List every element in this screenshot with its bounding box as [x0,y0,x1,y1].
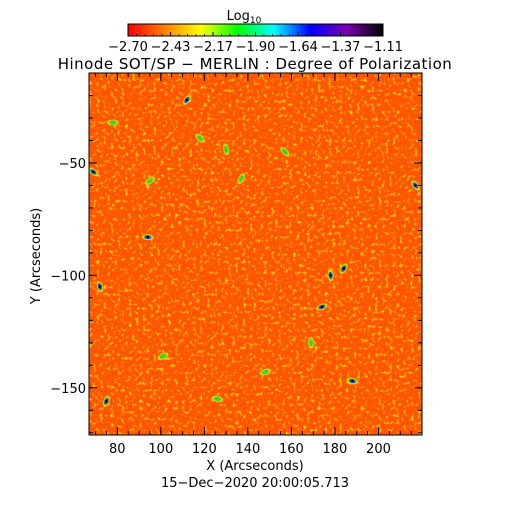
highlight-region [259,368,272,376]
y-axis-ticks: −50 −100 −150 [50,72,422,434]
y-tick-label: −50 [59,157,86,172]
colorbar-tick-label: −2.70 [108,40,148,55]
colorbar-ticks [127,32,384,36]
x-tick-label: 100 [148,442,173,457]
x-axis-ticks: 80 100 120 140 160 180 200 [95,73,423,457]
x-tick-label: 200 [366,442,391,457]
timestamp: 15−Dec−2020 20:00:05.713 [161,476,349,491]
colorbar-tick-labels: −2.70 −2.43 −2.17 −1.90 −1.64 −1.37 −1.11 [108,40,403,55]
heatmap-texture-red [89,73,422,435]
colorbar-label: Log10 [227,9,262,26]
highlight-region [411,180,420,191]
highlight-region [280,146,290,157]
highlight-region [211,395,224,403]
highlight-region [182,94,192,106]
highlight-region [316,303,328,311]
heatmap-highlight-regions [89,94,420,407]
highlight-region [339,263,348,274]
chart-title: Hinode SOT/SP − MERLIN : Degree of Polar… [58,55,453,73]
highlight-region [237,173,246,185]
highlight-region [222,143,230,156]
y-axis-label: Y (Arcseconds) [29,208,44,305]
highlight-region [89,167,99,177]
highlight-region [106,119,119,126]
x-tick-label: 120 [192,442,217,457]
colorbar-tick-label: −2.43 [151,40,191,55]
highlight-region [144,176,156,185]
highlight-region [157,352,169,361]
highlight-region [307,336,315,349]
highlight-region [327,269,334,282]
x-axis-label: X (Arcseconds) [206,459,303,474]
y-tick-label: −150 [50,382,86,397]
colorbar-tick-label: −1.64 [278,40,318,55]
colorbar-tick-label: −2.17 [193,40,233,55]
highlight-region [96,280,104,293]
x-tick-label: 160 [279,442,304,457]
plot-frame [88,72,423,436]
highlight-region [195,133,205,143]
highlight-region [141,234,154,241]
colorbar-tick-label: −1.90 [236,40,276,55]
colorbar-tick-label: −1.37 [321,40,361,55]
colorbar: Log10 −2.70 −2.43 −2.17 −1.90 −1.64 −1.37 −1.1… [108,9,403,55]
heatmap [89,73,422,435]
highlight-region [102,395,110,407]
x-tick-label: 80 [109,442,126,457]
x-tick-label: 140 [235,442,260,457]
y-tick-label: −100 [50,269,86,284]
x-tick-label: 180 [323,442,348,457]
highlight-region [346,377,359,385]
colorbar-tick-label: −1.11 [363,40,403,55]
